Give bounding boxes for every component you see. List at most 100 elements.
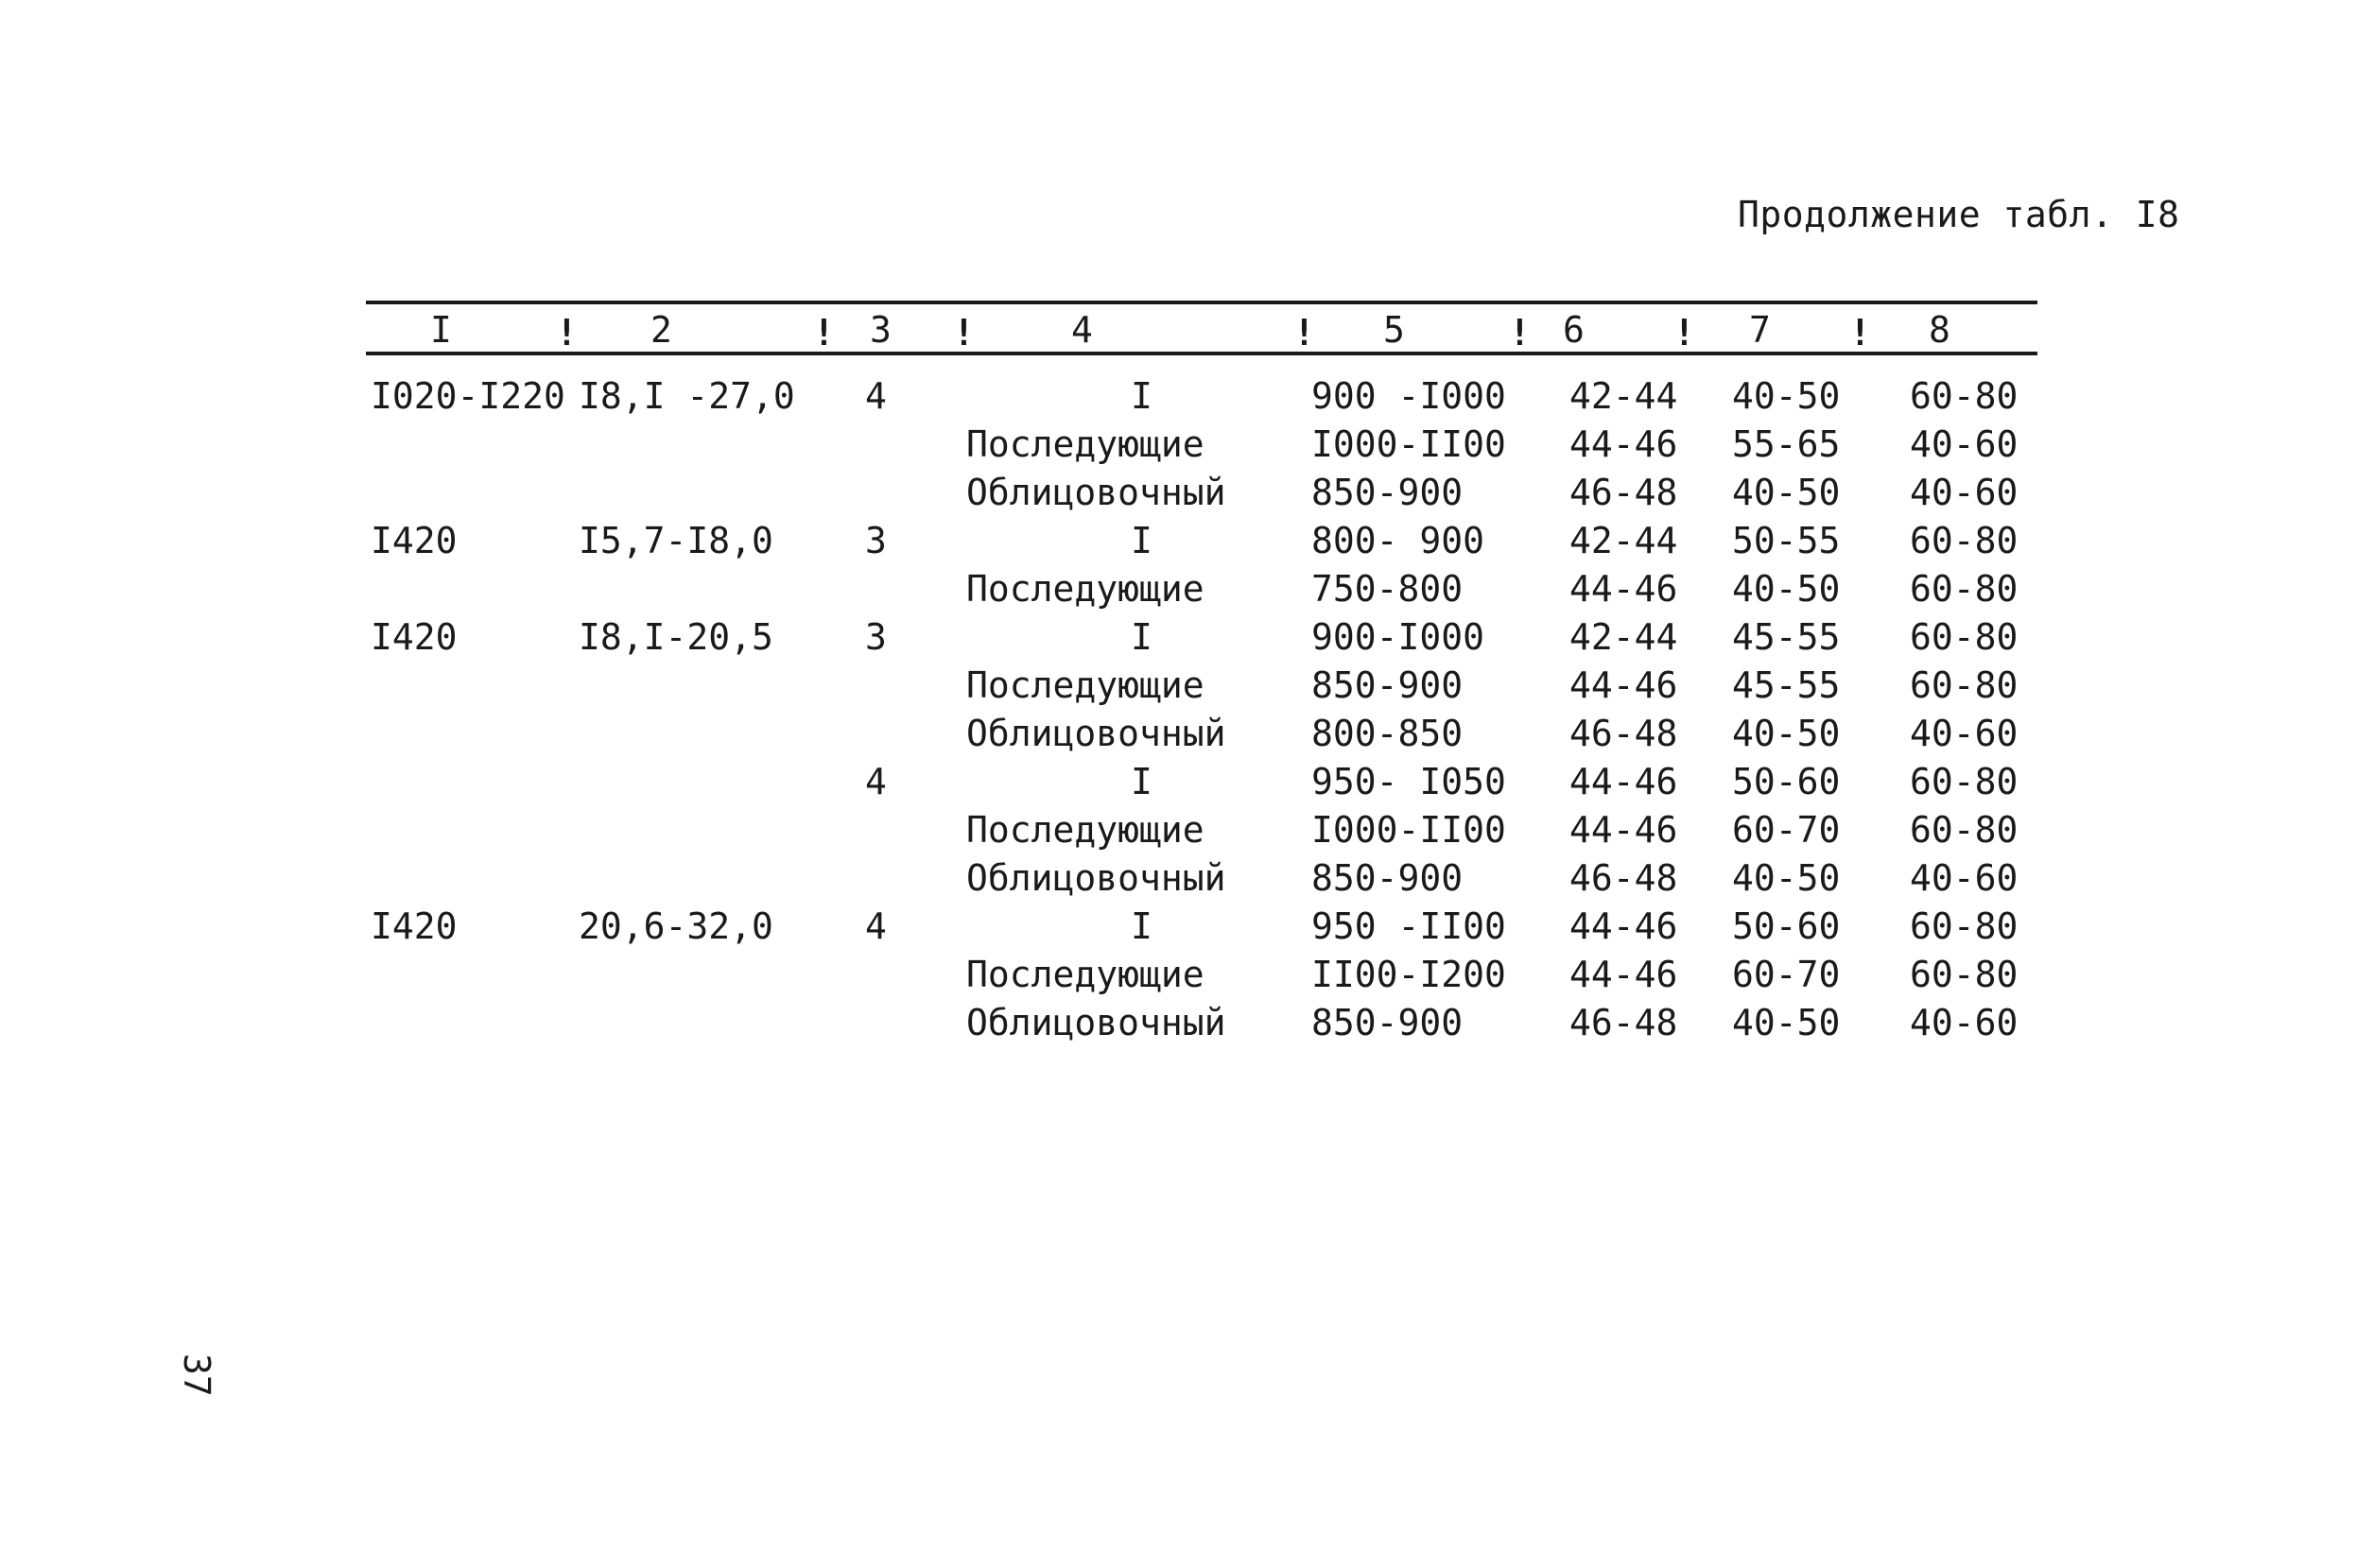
cell-col-8: 60-80 [1910, 568, 2019, 610]
cell-col-6: 46-48 [1569, 1002, 1678, 1043]
cell-col-6: 44-46 [1569, 423, 1678, 465]
cell-col-7: 60-70 [1732, 954, 1841, 995]
header-separator: ! [1293, 312, 1315, 353]
header-separator: ! [1849, 312, 1871, 353]
cell-col-5: 750-800 [1311, 568, 1464, 610]
cell-col-4: I [1131, 616, 1152, 658]
header-bottom-rule [366, 352, 2037, 355]
cell-col-1: I420 [371, 520, 458, 561]
cell-col-7: 45-55 [1732, 616, 1841, 658]
table-top-rule [366, 301, 2037, 304]
cell-col-5: I000-II00 [1311, 809, 1506, 851]
header-separator: ! [1509, 312, 1531, 353]
cell-col-4: Облицовочный [966, 1002, 1226, 1043]
cell-col-7: 40-50 [1732, 375, 1841, 417]
cell-col-8: 60-80 [1910, 664, 2019, 706]
header-col-3: 3 [870, 309, 892, 351]
cell-col-4: Облицовочный [966, 713, 1226, 754]
cell-col-5: 850-900 [1311, 664, 1464, 706]
cell-col-7: 40-50 [1732, 713, 1841, 754]
header-col-6: 6 [1563, 309, 1585, 351]
cell-col-6: 44-46 [1569, 905, 1678, 947]
cell-col-2: I8,I-20,5 [579, 616, 773, 658]
cell-col-4: Последующие [966, 809, 1204, 851]
cell-col-4: Последующие [966, 954, 1204, 995]
header-separator: ! [556, 312, 578, 353]
header-col-1: I [430, 309, 452, 351]
cell-col-5: 850-900 [1311, 472, 1464, 513]
cell-col-7: 45-55 [1732, 664, 1841, 706]
cell-col-6: 46-48 [1569, 472, 1678, 513]
cell-col-2: I8,I -27,0 [579, 375, 795, 417]
cell-col-8: 60-80 [1910, 375, 2019, 417]
header-col-5: 5 [1383, 309, 1405, 351]
cell-col-3: 3 [865, 520, 887, 561]
cell-col-5: 950- I050 [1311, 761, 1506, 802]
cell-col-8: 60-80 [1910, 954, 2019, 995]
cell-col-7: 40-50 [1732, 857, 1841, 899]
table-caption: Продолжение табл. I8 [1738, 194, 2180, 235]
cell-col-4: I [1131, 520, 1152, 561]
cell-col-7: 50-60 [1732, 761, 1841, 802]
cell-col-2: I5,7-I8,0 [579, 520, 773, 561]
header-col-8: 8 [1929, 309, 1950, 351]
cell-col-3: 4 [865, 905, 887, 947]
cell-col-5: 850-900 [1311, 1002, 1464, 1043]
header-col-4: 4 [1071, 309, 1093, 351]
cell-col-3: 4 [865, 761, 887, 802]
cell-col-1: I020-I220 [371, 375, 565, 417]
cell-col-8: 40-60 [1910, 423, 2019, 465]
cell-col-3: 4 [865, 375, 887, 417]
header-col-2: 2 [650, 309, 672, 351]
cell-col-8: 40-60 [1910, 857, 2019, 899]
cell-col-7: 40-50 [1732, 1002, 1841, 1043]
header-separator: ! [1673, 312, 1695, 353]
header-separator: ! [813, 312, 835, 353]
cell-col-7: 55-65 [1732, 423, 1841, 465]
cell-col-6: 44-46 [1569, 954, 1678, 995]
cell-col-5: 800-850 [1311, 713, 1464, 754]
cell-col-6: 46-48 [1569, 857, 1678, 899]
cell-col-7: 50-60 [1732, 905, 1841, 947]
cell-col-4: Последующие [966, 423, 1204, 465]
cell-col-6: 44-46 [1569, 809, 1678, 851]
cell-col-6: 46-48 [1569, 713, 1678, 754]
cell-col-8: 40-60 [1910, 472, 2019, 513]
cell-col-6: 42-44 [1569, 375, 1678, 417]
cell-col-7: 60-70 [1732, 809, 1841, 851]
cell-col-4: Облицовочный [966, 857, 1226, 899]
cell-col-6: 44-46 [1569, 568, 1678, 610]
cell-col-8: 60-80 [1910, 809, 2019, 851]
cell-col-4: Облицовочный [966, 472, 1226, 513]
cell-col-8: 40-60 [1910, 1002, 2019, 1043]
cell-col-4: I [1131, 375, 1152, 417]
cell-col-5: 850-900 [1311, 857, 1464, 899]
cell-col-2: 20,6-32,0 [579, 905, 773, 947]
cell-col-7: 40-50 [1732, 472, 1841, 513]
cell-col-7: 40-50 [1732, 568, 1841, 610]
page-number: 37 [176, 1353, 217, 1397]
cell-col-6: 42-44 [1569, 520, 1678, 561]
cell-col-8: 60-80 [1910, 905, 2019, 947]
cell-col-5: 900 -I000 [1311, 375, 1506, 417]
cell-col-5: 800- 900 [1311, 520, 1485, 561]
header-col-7: 7 [1749, 309, 1771, 351]
header-separator: ! [953, 312, 975, 353]
cell-col-5: 950 -II00 [1311, 905, 1506, 947]
cell-col-6: 44-46 [1569, 761, 1678, 802]
cell-col-4: I [1131, 905, 1152, 947]
cell-col-5: I000-II00 [1311, 423, 1506, 465]
cell-col-3: 3 [865, 616, 887, 658]
cell-col-8: 60-80 [1910, 520, 2019, 561]
cell-col-8: 60-80 [1910, 761, 2019, 802]
cell-col-7: 50-55 [1732, 520, 1841, 561]
cell-col-5: 900-I000 [1311, 616, 1485, 658]
cell-col-4: Последующие [966, 664, 1204, 706]
cell-col-8: 40-60 [1910, 713, 2019, 754]
cell-col-1: I420 [371, 905, 458, 947]
cell-col-1: I420 [371, 616, 458, 658]
cell-col-4: Последующие [966, 568, 1204, 610]
cell-col-5: II00-I200 [1311, 954, 1506, 995]
cell-col-6: 44-46 [1569, 664, 1678, 706]
cell-col-6: 42-44 [1569, 616, 1678, 658]
